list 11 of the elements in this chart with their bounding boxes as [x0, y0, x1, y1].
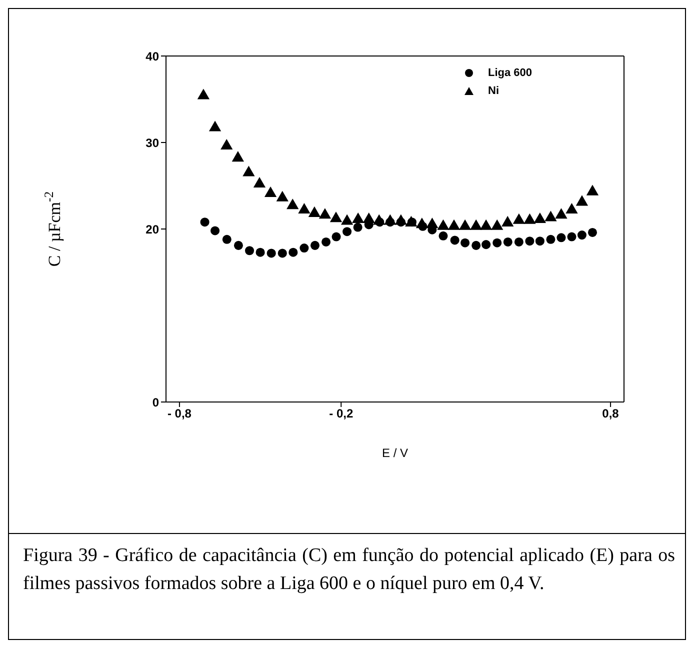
- x-axis-title: E / V: [382, 446, 408, 460]
- x-tick-label: - 0,8: [167, 406, 192, 421]
- y-tick-label: 20: [146, 222, 160, 236]
- legend-label: Liga 600: [488, 67, 532, 79]
- x-tick-label: 0,8: [602, 406, 620, 421]
- y-tick-label: 30: [146, 136, 160, 150]
- text: Figura 39 - Gráfico de capacitância (C) em função do potencial aplicado (E) para os filmes passivos formados sobre a Liga 600 e o níquel puro em 0,4 V.: [23, 544, 675, 596]
- legend-label: Ni: [488, 85, 499, 97]
- y-tick-label: 0: [152, 395, 160, 410]
- y-tick-label: 40: [146, 49, 160, 64]
- x-tick-label: - 0,2: [329, 406, 354, 421]
